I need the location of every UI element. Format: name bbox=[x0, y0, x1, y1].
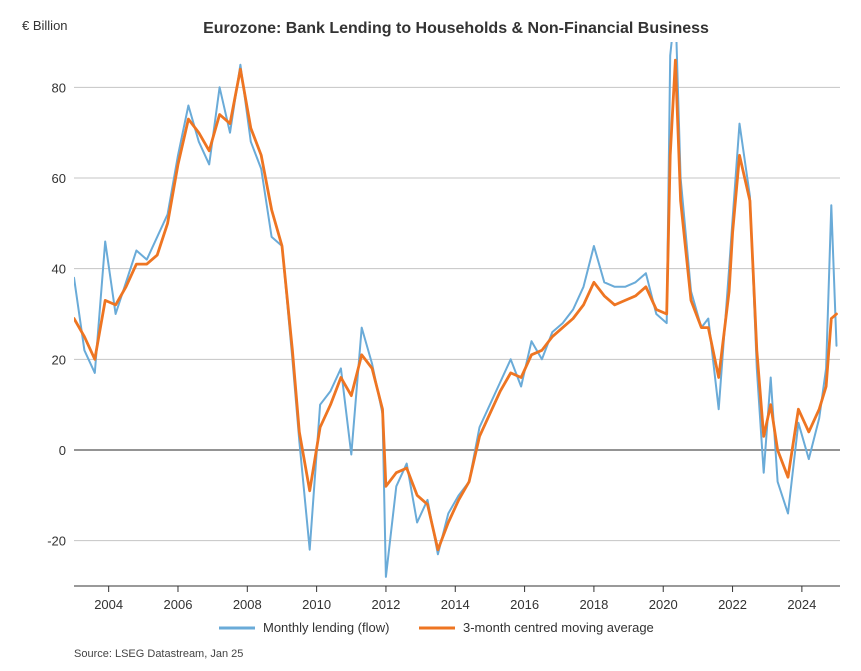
legend: Monthly lending (flow) 3-month centred m… bbox=[219, 620, 654, 635]
x-tick-label: 2024 bbox=[787, 597, 816, 612]
source-note: Source: LSEG Datastream, Jan 25 bbox=[74, 648, 243, 660]
legend-label-monthly-lending: Monthly lending (flow) bbox=[263, 620, 389, 635]
y-tick-label: 80 bbox=[52, 80, 66, 95]
x-tick-label: 2014 bbox=[441, 597, 470, 612]
y-tick-label: 0 bbox=[59, 443, 66, 458]
chart-title: Eurozone: Bank Lending to Households & N… bbox=[203, 20, 709, 37]
y-axis-tick-labels: 80 60 40 20 0 -20 bbox=[47, 80, 66, 548]
x-tick-label: 2010 bbox=[302, 597, 331, 612]
series-line-moving-average bbox=[74, 58, 838, 552]
plot-area bbox=[74, 42, 838, 578]
x-tick-label: 2020 bbox=[649, 597, 678, 612]
x-tick-label: 2012 bbox=[371, 597, 400, 612]
gridlines bbox=[74, 86, 840, 542]
x-tick-label: 2018 bbox=[579, 597, 608, 612]
legend-label-moving-average: 3-month centred moving average bbox=[463, 620, 654, 635]
y-axis-unit-label: € Billion bbox=[22, 18, 68, 33]
x-tick-label: 2004 bbox=[94, 597, 123, 612]
y-tick-label: 40 bbox=[52, 262, 66, 277]
x-tick-label: 2022 bbox=[718, 597, 747, 612]
y-tick-label: 20 bbox=[52, 352, 66, 367]
x-tick-label: 2016 bbox=[510, 597, 539, 612]
y-tick-label: -20 bbox=[47, 534, 66, 549]
y-tick-label: 60 bbox=[52, 171, 66, 186]
x-axis: 2004 2006 2008 2010 2012 2014 2016 2018 2020 2022… bbox=[74, 585, 840, 612]
series-line-monthly-lending bbox=[74, 42, 838, 578]
x-tick-label: 2008 bbox=[233, 597, 262, 612]
x-tick-label: 2006 bbox=[164, 597, 193, 612]
